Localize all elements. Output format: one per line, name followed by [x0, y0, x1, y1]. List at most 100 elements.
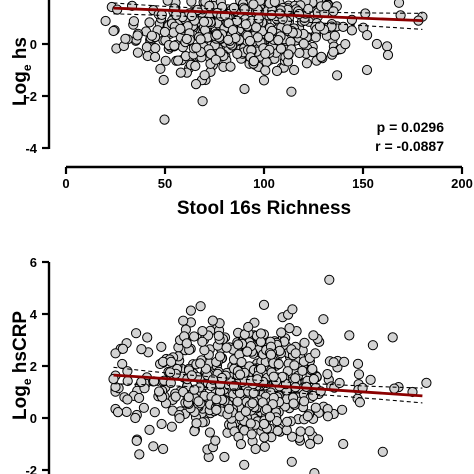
data-point	[365, 374, 376, 385]
data-point	[108, 373, 119, 385]
data-point	[190, 60, 201, 72]
data-point	[236, 357, 247, 368]
bottom-y-axis-title-main: Log	[10, 385, 31, 420]
data-point	[290, 373, 301, 384]
data-point	[191, 42, 202, 53]
data-point	[421, 377, 432, 388]
data-point	[259, 432, 270, 443]
data-point	[295, 426, 306, 437]
data-point	[338, 438, 349, 450]
data-point	[310, 32, 321, 43]
data-point	[264, 32, 275, 43]
data-point	[299, 396, 310, 407]
data-point	[371, 38, 382, 50]
data-point	[283, 49, 294, 60]
data-point	[207, 315, 218, 326]
data-point	[324, 274, 335, 285]
data-point	[239, 83, 250, 95]
data-point	[112, 407, 124, 418]
bottom-y-tick-label: 2	[30, 359, 37, 374]
data-point	[382, 41, 393, 52]
data-point	[289, 64, 300, 76]
data-point	[166, 356, 177, 367]
data-point	[282, 24, 293, 35]
data-point	[286, 86, 297, 97]
data-point	[308, 390, 319, 402]
data-point	[289, 360, 300, 371]
bottom-plot: -2 0 2 4 6 Loge hsCRP	[10, 255, 432, 474]
data-point	[193, 396, 204, 407]
data-point	[132, 47, 143, 58]
data-point	[387, 332, 398, 343]
data-point	[240, 406, 251, 417]
data-point	[136, 344, 147, 355]
data-point	[305, 438, 316, 449]
data-point	[322, 369, 333, 380]
data-point	[321, 0, 332, 12]
data-point	[264, 411, 276, 422]
bottom-y-tick-label: 0	[30, 411, 37, 426]
top-ci-lower-line	[113, 13, 423, 30]
data-point	[211, 394, 222, 405]
data-point	[235, 369, 246, 380]
data-point	[148, 441, 159, 452]
top-y-axis-title-sub: e	[20, 64, 34, 71]
data-point	[284, 323, 295, 334]
top-y-tick-label: -4	[25, 141, 37, 156]
data-point	[290, 348, 301, 359]
data-point	[297, 365, 308, 376]
data-point	[146, 30, 157, 41]
data-point	[211, 404, 222, 415]
data-point	[173, 55, 184, 66]
data-point	[282, 416, 293, 427]
top-p-value: p = 0.0296	[377, 119, 445, 135]
data-point	[199, 70, 210, 81]
data-point	[110, 348, 121, 359]
data-point	[169, 40, 180, 51]
data-point	[144, 424, 155, 435]
data-point	[130, 412, 141, 424]
data-point	[240, 19, 251, 30]
top-y-axis-title-rest: hs	[10, 37, 31, 64]
data-point	[286, 456, 297, 467]
data-point	[268, 371, 279, 382]
data-point	[273, 359, 284, 370]
data-point	[242, 346, 253, 357]
data-point	[344, 330, 355, 341]
data-point	[159, 114, 170, 125]
data-point	[197, 336, 208, 347]
data-point	[258, 75, 270, 86]
data-point	[165, 367, 176, 378]
data-point	[339, 356, 350, 367]
data-point	[328, 6, 339, 17]
top-y-tick-label: -2	[25, 89, 37, 104]
data-point	[191, 418, 202, 429]
data-point	[287, 304, 298, 315]
data-point	[393, 0, 405, 8]
data-point	[183, 392, 194, 403]
data-point	[170, 391, 181, 402]
top-r-value: r = -0.0887	[375, 138, 444, 154]
data-point	[195, 34, 206, 45]
data-point	[181, 338, 192, 349]
data-point	[308, 374, 319, 385]
data-point	[329, 30, 340, 41]
top-y-axis-title: Loge hs	[10, 37, 34, 106]
data-point	[269, 0, 280, 7]
data-point	[259, 441, 270, 452]
data-point	[131, 328, 142, 339]
data-point	[141, 42, 152, 53]
data-point	[175, 67, 186, 78]
data-point	[128, 16, 139, 27]
data-point	[224, 403, 235, 414]
data-point	[156, 418, 167, 430]
data-point	[316, 51, 327, 63]
data-point	[223, 34, 234, 45]
data-point	[166, 421, 177, 432]
data-point	[353, 369, 365, 380]
data-point	[250, 443, 261, 455]
data-point	[255, 328, 266, 339]
data-point	[199, 345, 210, 356]
data-point	[310, 402, 321, 413]
data-point	[150, 43, 161, 54]
